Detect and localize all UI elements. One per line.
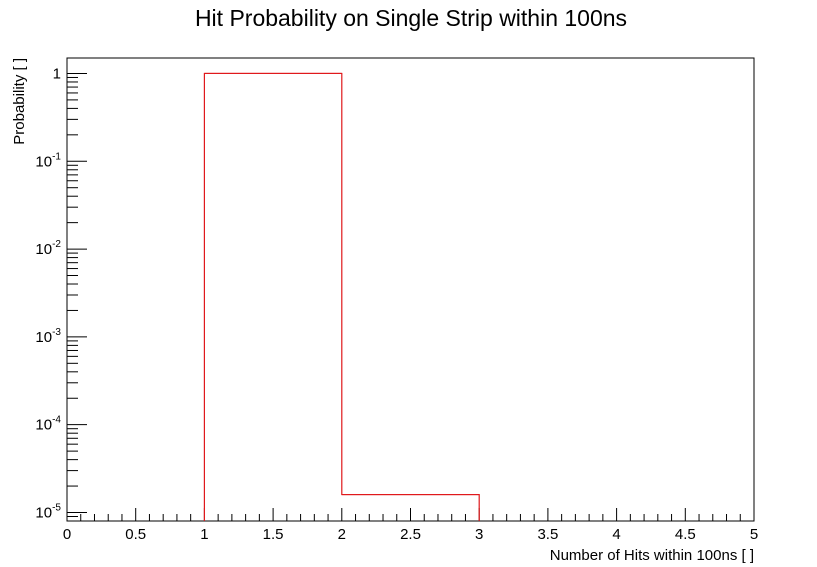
x-tick-labels: 0 0.5 1 1.5 2 2.5 3 3.5 4 4.5 5 bbox=[63, 526, 758, 543]
histogram-bins bbox=[203, 72, 480, 521]
x-tick-label: 4.5 bbox=[675, 526, 696, 543]
histogram-outline bbox=[203, 72, 480, 521]
y-tick-label: 10-3 bbox=[35, 327, 61, 346]
x-tick-label: 2 bbox=[338, 526, 346, 543]
x-tick-label: 1.5 bbox=[263, 526, 284, 543]
y-tick-label: 1 bbox=[53, 65, 61, 82]
x-tick-label: 2.5 bbox=[400, 526, 421, 543]
x-tick-label: 0 bbox=[63, 526, 71, 543]
y-tick-label: 10-2 bbox=[35, 239, 61, 258]
x-tick-label: 3.5 bbox=[537, 526, 558, 543]
x-axis-label: Number of Hits within 100ns [ ] bbox=[550, 547, 754, 564]
y-axis-label: Probability [ ] bbox=[11, 58, 28, 145]
x-tick-label: 3 bbox=[475, 526, 483, 543]
y-tick-label: 10-4 bbox=[35, 415, 61, 434]
y-tick-label: 10-1 bbox=[35, 151, 61, 170]
x-tick-label: 4 bbox=[612, 526, 620, 543]
chart-title: Hit Probability on Single Strip within 1… bbox=[195, 5, 627, 31]
x-tick-label: 1 bbox=[200, 526, 208, 543]
y-tick-label: 10-5 bbox=[35, 502, 61, 521]
axis-ticks bbox=[66, 72, 755, 522]
x-tick-label: 5 bbox=[750, 526, 758, 543]
y-tick-labels: 1 10-1 10-2 10-3 10-4 10-5 bbox=[35, 65, 61, 521]
x-tick-label: 0.5 bbox=[125, 526, 146, 543]
plot-frame bbox=[66, 57, 755, 522]
